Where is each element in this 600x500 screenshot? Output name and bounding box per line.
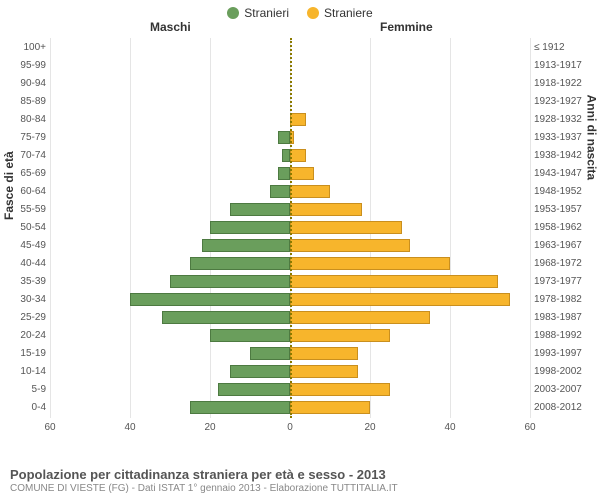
year-label: 2008-2012: [534, 402, 590, 413]
year-label: 1988-1992: [534, 330, 590, 341]
bar-female: [290, 239, 410, 252]
bar-male: [170, 275, 290, 288]
bar-female: [290, 365, 358, 378]
age-label: 85-89: [8, 96, 46, 107]
bar-male: [270, 185, 290, 198]
age-label: 35-39: [8, 276, 46, 287]
gridline: [530, 38, 531, 418]
legend-swatch-female: [307, 7, 319, 19]
x-tick-label: 20: [204, 422, 215, 433]
x-tick-label: 0: [287, 422, 293, 433]
legend: Stranieri Straniere: [0, 0, 600, 20]
bar-female: [290, 275, 498, 288]
year-label: 1923-1927: [534, 96, 590, 107]
age-label: 45-49: [8, 240, 46, 251]
x-axis: 6040200204060: [50, 418, 530, 438]
bar-male: [162, 311, 290, 324]
year-label: 1983-1987: [534, 312, 590, 323]
year-label: 1933-1937: [534, 132, 590, 143]
bar-female: [290, 185, 330, 198]
bar-female: [290, 257, 450, 270]
bar-male: [190, 401, 290, 414]
year-label: 1953-1957: [534, 204, 590, 215]
age-label: 25-29: [8, 312, 46, 323]
age-label: 10-14: [8, 366, 46, 377]
bar-male: [230, 365, 290, 378]
bar-male: [130, 293, 290, 306]
bar-female: [290, 383, 390, 396]
bar-female: [290, 167, 314, 180]
year-label: 1998-2002: [534, 366, 590, 377]
x-tick-label: 40: [444, 422, 455, 433]
x-tick-label: 60: [524, 422, 535, 433]
legend-item-female: Straniere: [307, 6, 373, 20]
bar-male: [278, 131, 290, 144]
age-label: 40-44: [8, 258, 46, 269]
bar-female: [290, 149, 306, 162]
bar-female: [290, 293, 510, 306]
bar-male: [230, 203, 290, 216]
year-label: 1968-1972: [534, 258, 590, 269]
year-label: 1938-1942: [534, 150, 590, 161]
column-headers: Maschi Femmine: [0, 20, 600, 38]
year-label: ≤ 1912: [534, 42, 590, 53]
year-label: 1948-1952: [534, 186, 590, 197]
bar-male: [282, 149, 290, 162]
center-line: [290, 38, 292, 418]
population-pyramid-chart: Stranieri Straniere Maschi Femmine Fasce…: [0, 0, 600, 500]
bar-male: [250, 347, 290, 360]
year-label: 1928-1932: [534, 114, 590, 125]
year-label: 1913-1917: [534, 60, 590, 71]
legend-item-male: Stranieri: [227, 6, 289, 20]
age-label: 90-94: [8, 78, 46, 89]
footer-title: Popolazione per cittadinanza straniera p…: [10, 467, 590, 482]
age-label: 80-84: [8, 114, 46, 125]
year-label: 1958-1962: [534, 222, 590, 233]
legend-label-male: Stranieri: [244, 6, 289, 20]
bar-male: [218, 383, 290, 396]
bar-female: [290, 401, 370, 414]
bar-female: [290, 329, 390, 342]
footer: Popolazione per cittadinanza straniera p…: [10, 467, 590, 494]
age-label: 95-99: [8, 60, 46, 71]
age-label: 55-59: [8, 204, 46, 215]
bar-female: [290, 203, 362, 216]
age-label: 15-19: [8, 348, 46, 359]
bar-male: [210, 329, 290, 342]
footer-subtitle: COMUNE DI VIESTE (FG) - Dati ISTAT 1° ge…: [10, 483, 590, 494]
header-male: Maschi: [150, 20, 191, 34]
legend-label-female: Straniere: [324, 6, 373, 20]
bar-female: [290, 311, 430, 324]
age-label: 0-4: [8, 402, 46, 413]
bar-female: [290, 347, 358, 360]
year-label: 1963-1967: [534, 240, 590, 251]
bar-female: [290, 221, 402, 234]
bar-male: [190, 257, 290, 270]
bar-male: [210, 221, 290, 234]
year-label: 1973-1977: [534, 276, 590, 287]
plot-area: 100+≤ 191295-991913-191790-941918-192285…: [50, 38, 530, 418]
x-tick-label: 40: [124, 422, 135, 433]
bar-male: [202, 239, 290, 252]
age-label: 75-79: [8, 132, 46, 143]
age-label: 65-69: [8, 168, 46, 179]
year-label: 1978-1982: [534, 294, 590, 305]
year-label: 1943-1947: [534, 168, 590, 179]
age-label: 5-9: [8, 384, 46, 395]
year-label: 1993-1997: [534, 348, 590, 359]
year-label: 2003-2007: [534, 384, 590, 395]
bar-female: [290, 113, 306, 126]
age-label: 70-74: [8, 150, 46, 161]
age-label: 50-54: [8, 222, 46, 233]
year-label: 1918-1922: [534, 78, 590, 89]
age-label: 100+: [8, 42, 46, 53]
bar-male: [278, 167, 290, 180]
legend-swatch-male: [227, 7, 239, 19]
header-female: Femmine: [380, 20, 433, 34]
age-label: 30-34: [8, 294, 46, 305]
age-label: 20-24: [8, 330, 46, 341]
age-label: 60-64: [8, 186, 46, 197]
x-tick-label: 60: [44, 422, 55, 433]
x-tick-label: 20: [364, 422, 375, 433]
